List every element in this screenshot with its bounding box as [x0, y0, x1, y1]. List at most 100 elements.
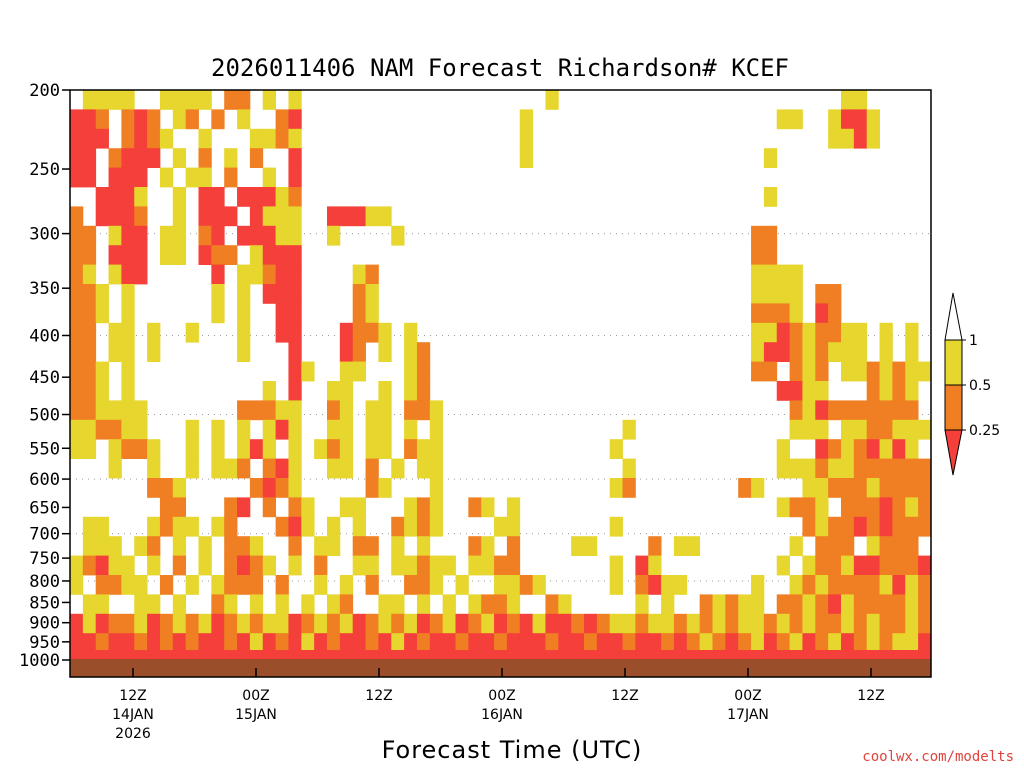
ri-cell [95, 419, 109, 440]
ri-cell [879, 555, 893, 576]
ri-cell [327, 400, 341, 421]
ri-cell [815, 439, 829, 459]
ri-cell [378, 400, 392, 421]
x-tick-label: 00Z [488, 688, 515, 704]
ri-cell [198, 536, 212, 556]
x-tick-date: 17JAN [727, 707, 769, 723]
ri-cell [70, 575, 84, 595]
ri-cell [108, 322, 122, 343]
ri-cell [673, 633, 688, 651]
ri-cell [905, 516, 919, 537]
ri-cell [172, 109, 187, 130]
ri-cell [352, 497, 366, 518]
ri-cell [609, 516, 623, 537]
ri-cell [121, 206, 135, 227]
ri-cell [288, 322, 302, 343]
ri-cell [879, 361, 893, 382]
ri-cell [763, 187, 778, 207]
ri-cell [686, 536, 701, 556]
ri-cell [519, 575, 533, 595]
ri-cell [82, 109, 97, 130]
ri-cell [866, 361, 880, 382]
ri-cell [378, 342, 392, 362]
ri-cell [853, 400, 868, 421]
ri-cell [866, 594, 880, 615]
ri-cell [288, 633, 302, 651]
ri-cell [365, 206, 379, 227]
ri-cell [134, 167, 148, 188]
ri-cell [275, 187, 289, 207]
ri-cell [545, 650, 559, 661]
ri-cell [82, 419, 97, 440]
y-tick-label: 650 [29, 498, 60, 518]
ri-cell [288, 419, 302, 440]
ri-cell [121, 361, 135, 382]
ri-cell [776, 555, 790, 576]
ri-cell [185, 650, 199, 661]
ri-cell [339, 342, 354, 362]
ri-cell [159, 516, 174, 537]
ri-cell [70, 245, 84, 265]
ri-cell [262, 284, 276, 304]
ri-cell [70, 128, 84, 149]
ri-cell [237, 342, 251, 362]
ri-cell [237, 322, 251, 343]
ri-cell [918, 650, 932, 661]
ri-cell [751, 575, 765, 595]
ri-cell [95, 400, 109, 421]
ri-cell [70, 400, 84, 421]
x-tick-label: 12Z [365, 688, 392, 704]
ri-cell [198, 633, 212, 651]
ri-cell [879, 342, 893, 362]
ri-cell [609, 439, 623, 459]
ri-cell [661, 594, 675, 615]
ri-cell [545, 90, 559, 110]
ri-cell [185, 439, 199, 459]
ri-cell [82, 225, 97, 246]
ri-cell [751, 478, 765, 498]
ri-cell [262, 650, 276, 661]
ri-cell [455, 650, 469, 661]
ri-cell [82, 303, 97, 324]
ri-cell [159, 497, 174, 518]
ri-cell [853, 613, 868, 634]
ri-cell [249, 225, 264, 246]
ri-cell [172, 206, 187, 227]
ri-cell [789, 381, 803, 401]
ri-cell [237, 225, 251, 246]
ri-cell [802, 613, 816, 634]
ri-cell [198, 225, 212, 246]
ri-cell [866, 650, 880, 661]
ri-cell [301, 633, 315, 651]
ri-cell [519, 128, 533, 149]
ri-cell [70, 322, 84, 343]
y-tick-label: 750 [29, 549, 60, 569]
y-tick-label: 900 [29, 614, 60, 634]
ri-cell [108, 400, 122, 421]
ri-cell [82, 536, 97, 556]
chart-title: 2026011406 NAM Forecast Richardson# KCEF [211, 54, 789, 82]
ri-cell [828, 109, 842, 130]
ri-cell [327, 633, 341, 651]
ri-cell [262, 497, 276, 518]
ri-cell [159, 650, 174, 661]
ri-cell [301, 497, 315, 518]
ri-cell [327, 516, 341, 537]
ri-cell [95, 381, 109, 401]
colorbar-tick-label: 1 [969, 333, 978, 349]
ri-cell [198, 650, 212, 661]
ri-cell [841, 342, 855, 362]
ri-cell [82, 594, 97, 615]
ri-cell [609, 650, 623, 661]
x-tick-label: 00Z [734, 688, 761, 704]
ri-cell [121, 633, 135, 651]
ri-cell [622, 419, 636, 440]
ri-cell [648, 650, 662, 661]
ri-cell [918, 478, 932, 498]
ri-cell [416, 650, 431, 661]
ri-cell [198, 148, 212, 168]
ri-cell [147, 458, 161, 479]
colorbar-bottom-triangle [944, 429, 963, 476]
ri-cell [339, 594, 354, 615]
ri-cell [121, 400, 135, 421]
